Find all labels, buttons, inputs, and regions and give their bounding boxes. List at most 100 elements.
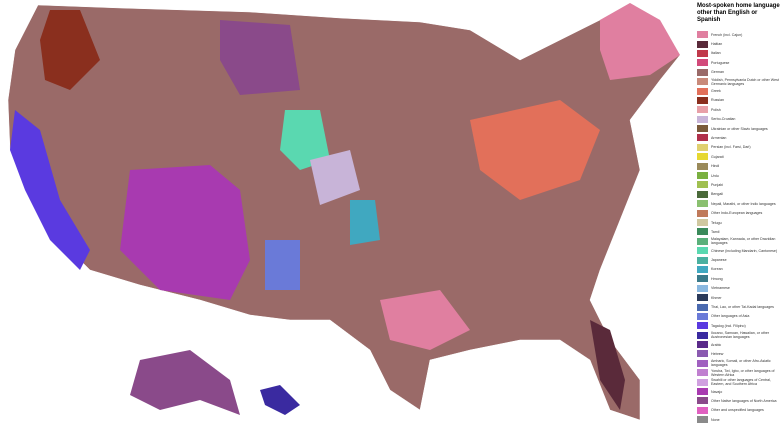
legend-label: Haitian xyxy=(711,42,723,47)
legend-swatch xyxy=(697,350,708,358)
legend-item: Other languages of Asia xyxy=(697,312,780,321)
legend-label: Swahili or other languages of Central, E… xyxy=(711,378,771,387)
legend-label: Hmong xyxy=(711,276,723,281)
legend-swatch xyxy=(697,322,708,330)
region xyxy=(265,240,300,290)
legend-item: Vietnamese xyxy=(697,284,780,293)
legend-item: Greek xyxy=(697,86,780,95)
legend-swatch xyxy=(697,153,708,161)
legend-item: None xyxy=(697,415,780,424)
legend-swatch xyxy=(697,237,708,245)
region xyxy=(470,100,600,200)
legend-swatch xyxy=(697,416,708,424)
legend-item: Russian xyxy=(697,96,780,105)
legend-item: French (incl. Cajun) xyxy=(697,30,780,39)
legend-item: Nepali, Marathi, or other Indic language… xyxy=(697,199,780,208)
legend-item: Armenian xyxy=(697,133,780,142)
legend-label: Ukrainian or other Slavic languages xyxy=(711,126,768,131)
legend-item: Hmong xyxy=(697,274,780,283)
legend-label: German xyxy=(711,70,724,75)
region xyxy=(590,320,625,410)
legend-label: Ilocano, Samoan, Hawaiian, or other Aust… xyxy=(711,331,770,340)
legend-label: Persian (incl. Farsi, Dari) xyxy=(711,145,751,150)
legend-swatch xyxy=(697,96,708,104)
legend-swatch xyxy=(697,68,708,76)
legend-swatch xyxy=(697,312,708,320)
legend-label: Japanese xyxy=(711,258,727,263)
legend-item: Hindi xyxy=(697,161,780,170)
legend-swatch xyxy=(697,275,708,283)
legend-label: Other and unspecified languages xyxy=(711,408,764,413)
legend-label: Arabic xyxy=(711,342,722,347)
legend-swatch xyxy=(697,247,708,255)
region xyxy=(40,10,100,90)
legend-swatch xyxy=(697,388,708,396)
mainland xyxy=(7,2,681,421)
alaska xyxy=(130,350,240,415)
legend-swatch xyxy=(697,406,708,414)
legend-label: Russian xyxy=(711,98,724,103)
legend-swatch xyxy=(697,256,708,264)
legend-item: Japanese xyxy=(697,255,780,264)
legend-label: Korean xyxy=(711,267,723,272)
legend-label: Gujarati xyxy=(711,154,724,159)
legend-label: Punjabi xyxy=(711,182,723,187)
legend-item: Ukrainian or other Slavic languages xyxy=(697,124,780,133)
legend-item: Persian (incl. Farsi, Dari) xyxy=(697,143,780,152)
legend-label: Chinese (including Mandarin, Cantonese) xyxy=(711,248,778,253)
legend-label: Tagalog (incl. Filipino) xyxy=(711,323,746,328)
region xyxy=(600,3,680,80)
region xyxy=(10,110,90,270)
legend-item: Polish xyxy=(697,105,780,114)
region xyxy=(310,150,360,205)
legend-item: Amharic, Somali, or other Afro-Asiatic l… xyxy=(697,359,780,368)
legend-swatch xyxy=(697,162,708,170)
legend-swatch xyxy=(697,341,708,349)
legend-item: Urdu xyxy=(697,171,780,180)
legend: Most-spoken home language other than Eng… xyxy=(697,3,780,424)
legend-swatch xyxy=(697,181,708,189)
legend-swatch xyxy=(697,49,708,57)
legend-label: Portuguese xyxy=(711,60,730,65)
region xyxy=(350,200,380,245)
region xyxy=(280,110,330,170)
legend-label: Malayalam, Kannada, or other Dravidian l… xyxy=(711,237,776,246)
legend-title: Most-spoken home language other than Eng… xyxy=(697,3,780,23)
legend-swatch xyxy=(697,87,708,95)
legend-swatch xyxy=(697,303,708,311)
region xyxy=(120,165,250,300)
legend-swatch xyxy=(697,134,708,142)
legend-swatch xyxy=(697,359,708,367)
legend-item: Bengali xyxy=(697,190,780,199)
legend-swatch xyxy=(697,115,708,123)
legend-label: Thai, Lao, or other Tai-Kadai languages xyxy=(711,305,774,310)
legend-item: Italian xyxy=(697,49,780,58)
legend-label: Armenian xyxy=(711,135,727,140)
legend-label: Tamil xyxy=(711,229,720,234)
legend-swatch xyxy=(697,294,708,302)
region xyxy=(380,290,470,350)
legend-item: Gujarati xyxy=(697,152,780,161)
legend-swatch xyxy=(697,190,708,198)
legend-label: Navajo xyxy=(711,389,723,394)
legend-swatch xyxy=(697,200,708,208)
legend-item: Hebrew xyxy=(697,349,780,358)
legend-label: Greek xyxy=(711,89,721,94)
legend-swatch xyxy=(697,265,708,273)
legend-item: Other Indo-European languages xyxy=(697,208,780,217)
legend-item: Yoruba, Twi, Igbo, or other languages of… xyxy=(697,368,780,377)
legend-swatch xyxy=(697,219,708,226)
legend-item: Khmer xyxy=(697,293,780,302)
legend-swatch xyxy=(697,125,708,133)
legend-label: Yoruba, Twi, Igbo, or other languages of… xyxy=(711,368,775,377)
legend-swatch xyxy=(697,40,708,48)
legend-label: Yiddish, Pennsylvania Dutch or other Wes… xyxy=(711,77,779,86)
legend-item: Other and unspecified languages xyxy=(697,406,780,415)
legend-label: Hindi xyxy=(711,164,720,169)
legend-swatch xyxy=(697,143,708,151)
legend-label: Other Native languages of North America xyxy=(711,398,777,403)
legend-swatch xyxy=(697,106,708,114)
legend-swatch xyxy=(697,284,708,292)
legend-label: Polish xyxy=(711,107,721,112)
legend-swatch xyxy=(697,378,708,386)
